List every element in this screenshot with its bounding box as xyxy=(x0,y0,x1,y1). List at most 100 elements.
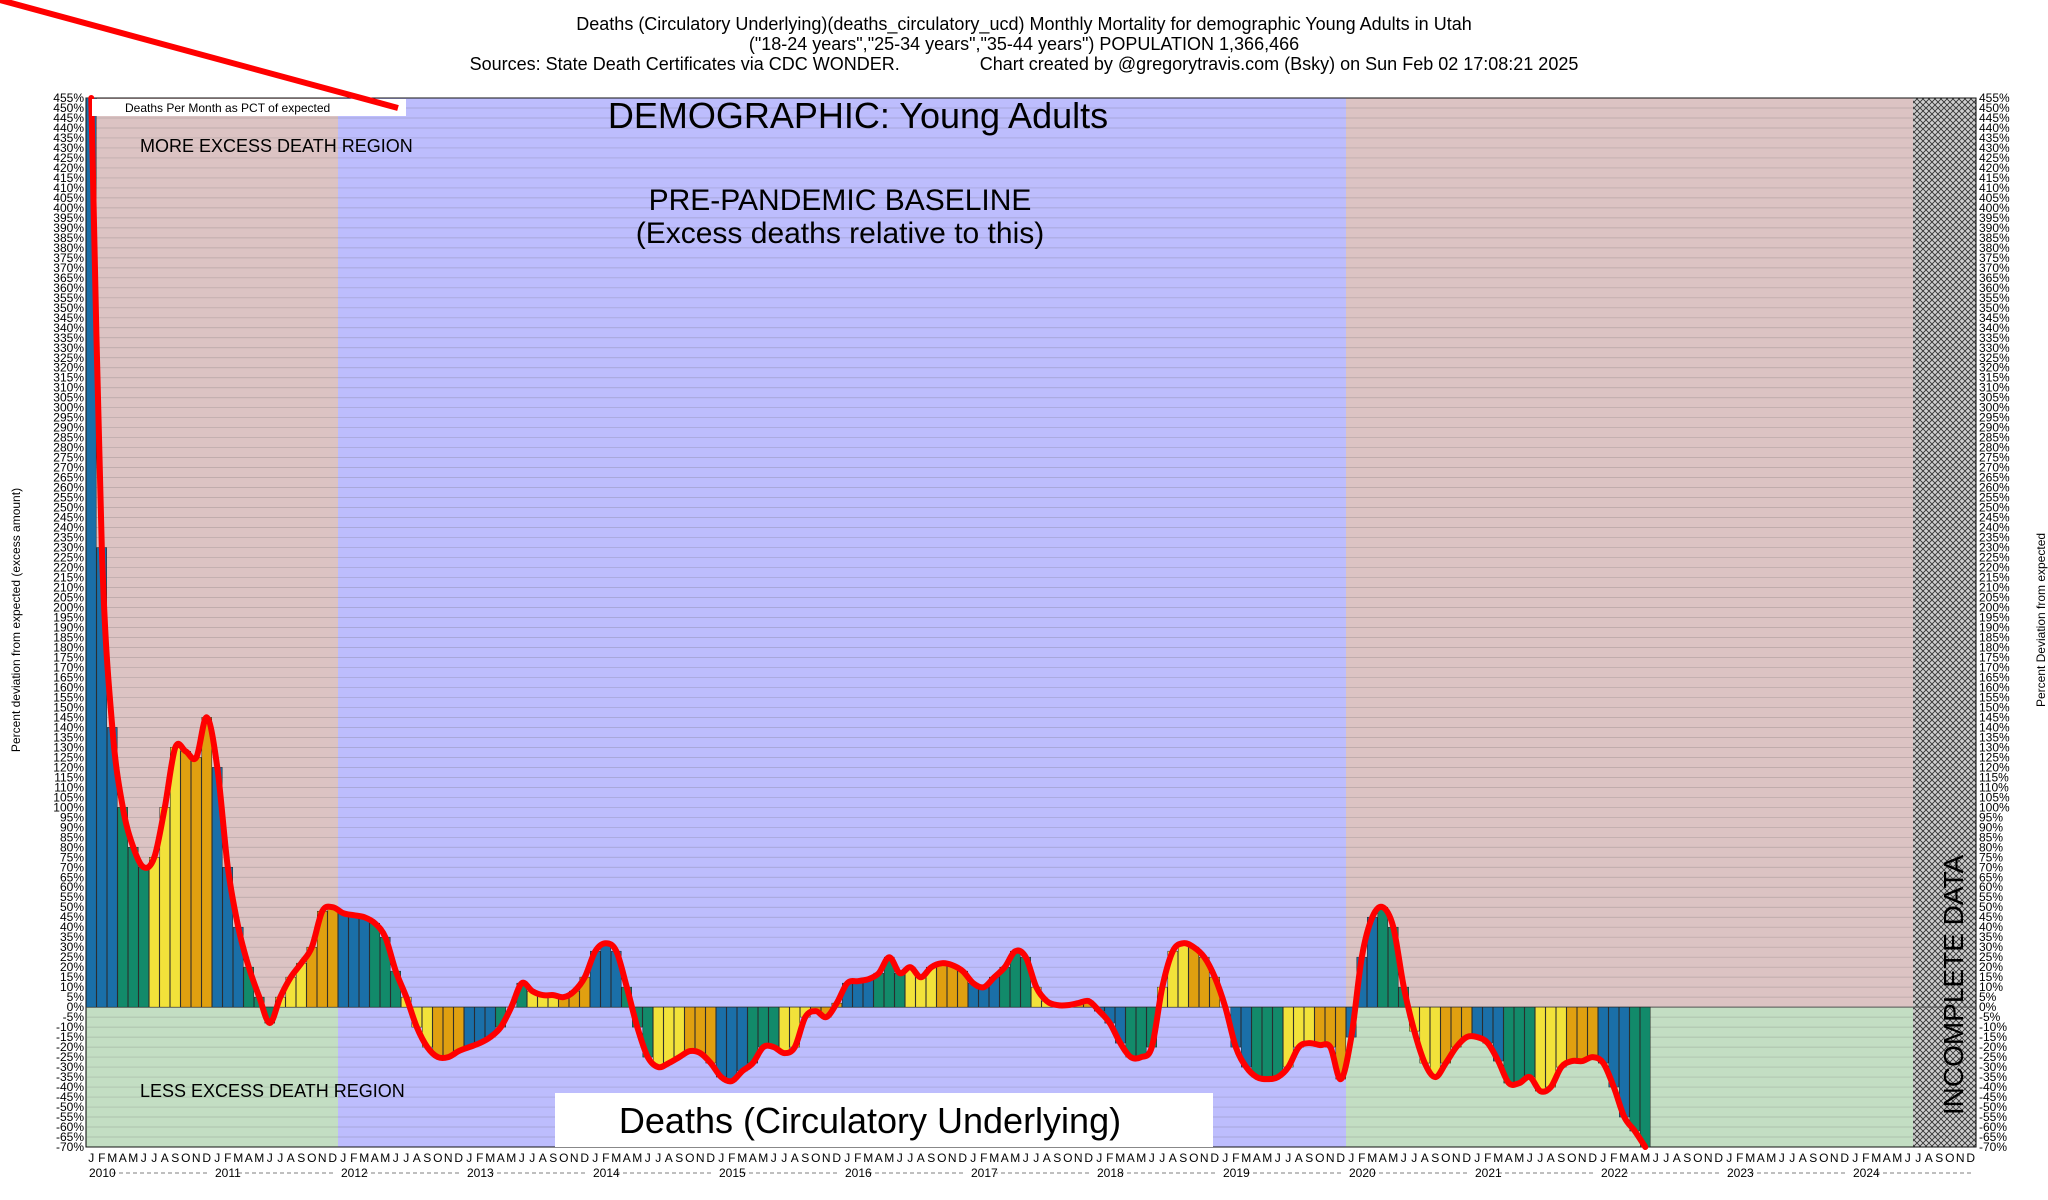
y-tick-right: 50% xyxy=(1979,900,2003,914)
y-tick-right: 80% xyxy=(1979,840,2003,854)
y-tick-right: 455% xyxy=(1979,91,2010,105)
y-tick-left: 165% xyxy=(53,670,84,684)
y-tick-left: 85% xyxy=(60,830,84,844)
y-tick-right: 25% xyxy=(1979,950,2003,964)
y-tick-left: 0% xyxy=(67,1000,85,1014)
x-month-tick: D xyxy=(1336,1151,1345,1165)
y-tick-left: -60% xyxy=(56,1120,84,1134)
y-tick-left: 105% xyxy=(53,790,84,804)
x-month-tick: M xyxy=(107,1151,117,1165)
y-tick-right: 65% xyxy=(1979,870,2003,884)
y-tick-left: 60% xyxy=(60,880,84,894)
data-bar xyxy=(1577,1006,1588,1062)
x-month-tick: A xyxy=(1127,1151,1135,1165)
y-tick-right: -35% xyxy=(1979,1070,2007,1084)
x-month-tick: J xyxy=(1537,1151,1543,1165)
x-month-tick: A xyxy=(245,1151,253,1165)
data-bar xyxy=(1598,1006,1609,1064)
y-tick-right: 100% xyxy=(1979,800,2010,814)
x-month-tick: J xyxy=(1159,1151,1165,1165)
y-tick-left: 45% xyxy=(60,910,84,924)
data-bar xyxy=(758,1006,769,1048)
y-tick-right: 265% xyxy=(1979,471,2010,485)
y-tick-left: 125% xyxy=(53,750,84,764)
y-tick-left: 35% xyxy=(60,930,84,944)
data-bar xyxy=(1514,1006,1525,1084)
y-tick-right: 90% xyxy=(1979,820,2003,834)
y-tick-right: 5% xyxy=(1979,990,1997,1004)
y-tick-right: 325% xyxy=(1979,351,2010,365)
y-tick-right: 45% xyxy=(1979,910,2003,924)
y-tick-right: 445% xyxy=(1979,111,2010,125)
x-month-tick: J xyxy=(592,1151,598,1165)
x-month-tick: M xyxy=(1871,1151,1881,1165)
x-month-tick: J xyxy=(1779,1151,1785,1165)
x-year-tick: 2022 xyxy=(1601,1166,1628,1180)
x-month-tick: J xyxy=(403,1151,409,1165)
y-tick-right: 240% xyxy=(1979,521,2010,535)
y-tick-right: -70% xyxy=(1979,1140,2007,1154)
x-month-tick: J xyxy=(214,1151,220,1165)
data-bar xyxy=(149,857,160,1008)
x-month-tick: J xyxy=(907,1151,913,1165)
x-month-tick: O xyxy=(433,1151,442,1165)
data-bar xyxy=(1325,1006,1336,1048)
x-year-tick: 2019 xyxy=(1223,1166,1250,1180)
x-month-tick: F xyxy=(1610,1151,1617,1165)
y-tick-left: 155% xyxy=(53,690,84,704)
y-tick-left: 430% xyxy=(53,141,84,155)
x-year-tick: 2014 xyxy=(593,1166,620,1180)
x-month-tick: S xyxy=(675,1151,683,1165)
y-tick-left: 350% xyxy=(53,301,84,315)
x-month-tick: J xyxy=(529,1151,535,1165)
y-tick-left: 285% xyxy=(53,431,84,445)
y-tick-left: 355% xyxy=(53,291,84,305)
y-tick-right: 330% xyxy=(1979,341,2010,355)
baseline-region xyxy=(338,98,1346,1147)
x-month-tick: D xyxy=(454,1151,463,1165)
x-month-tick: M xyxy=(359,1151,369,1165)
x-month-tick: M xyxy=(1892,1151,1902,1165)
x-month-tick: A xyxy=(1799,1151,1807,1165)
data-bar xyxy=(474,1006,485,1044)
data-bar xyxy=(1566,1006,1577,1062)
data-bar xyxy=(432,1006,443,1058)
y-tick-right: 355% xyxy=(1979,291,2010,305)
x-month-tick: J xyxy=(393,1151,399,1165)
y-tick-left: 340% xyxy=(53,321,84,335)
y-tick-right: 315% xyxy=(1979,371,2010,385)
y-tick-right: 255% xyxy=(1979,491,2010,505)
y-tick-left: 140% xyxy=(53,720,84,734)
x-month-tick: N xyxy=(570,1151,579,1165)
y-tick-left: 115% xyxy=(54,770,84,784)
y-tick-right: 245% xyxy=(1979,511,2010,525)
y-tick-right: 395% xyxy=(1979,211,2010,225)
x-month-tick: F xyxy=(1862,1151,1869,1165)
x-month-tick: O xyxy=(181,1151,190,1165)
data-bar xyxy=(1178,942,1189,1008)
x-month-tick: S xyxy=(423,1151,431,1165)
x-month-tick: A xyxy=(1547,1151,1555,1165)
x-month-tick: O xyxy=(307,1151,316,1165)
x-month-tick: S xyxy=(1179,1151,1187,1165)
y-tick-left: 260% xyxy=(53,481,84,495)
y-tick-right: 345% xyxy=(1979,311,2010,325)
y-tick-left: -10% xyxy=(56,1020,84,1034)
y-tick-left: 380% xyxy=(53,241,84,255)
x-month-tick: A xyxy=(791,1151,799,1165)
y-tick-right: -60% xyxy=(1979,1120,2007,1134)
y-tick-left: 445% xyxy=(53,111,84,125)
y-tick-left: 395% xyxy=(53,211,84,225)
data-bar xyxy=(128,847,139,1008)
y-tick-right: 205% xyxy=(1979,591,2010,605)
x-month-tick: N xyxy=(192,1151,201,1165)
y-tick-left: 205% xyxy=(53,591,84,605)
data-bar xyxy=(1136,1006,1147,1058)
deficit-region-pre xyxy=(86,1007,338,1147)
x-month-tick: A xyxy=(413,1151,421,1165)
y-tick-right: 75% xyxy=(1979,850,2003,864)
x-month-tick: M xyxy=(506,1151,516,1165)
y-tick-right: 145% xyxy=(1979,710,2010,724)
y-tick-right: 415% xyxy=(1979,171,2010,185)
data-bar xyxy=(138,867,149,1008)
